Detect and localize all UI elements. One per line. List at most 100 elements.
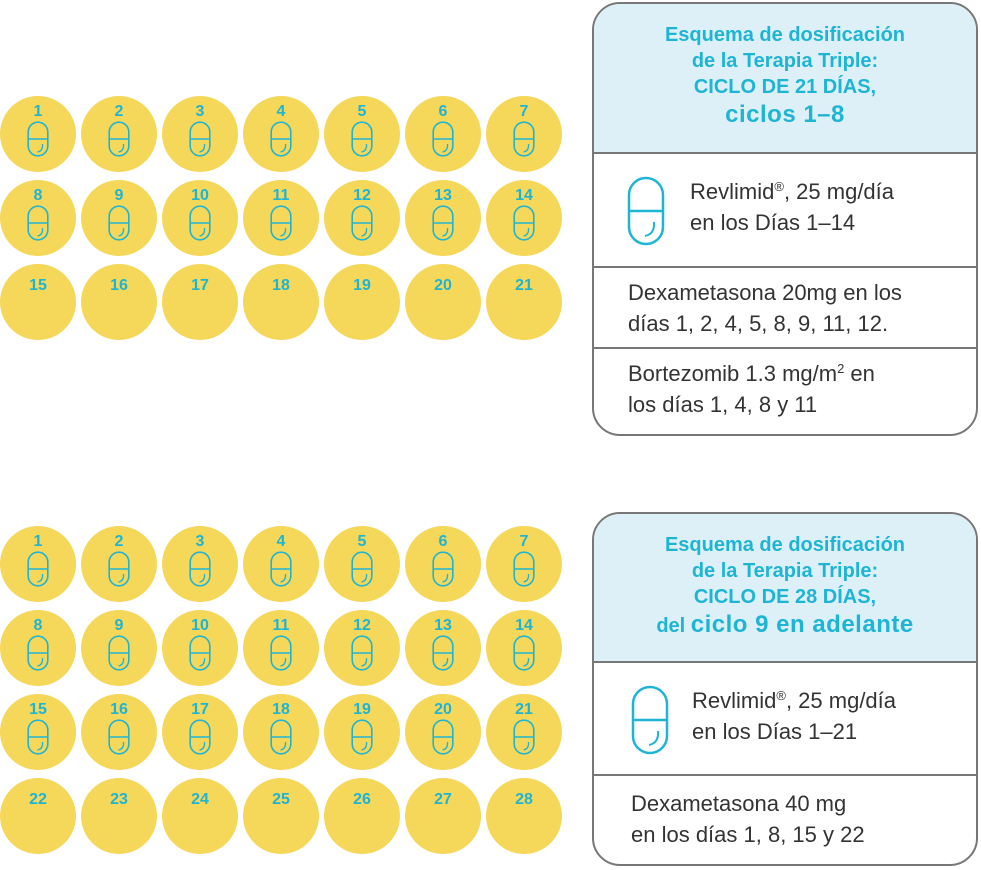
day-circle: 16 (81, 264, 157, 340)
day-circle: 19 (324, 264, 400, 340)
capsule-icon (108, 719, 130, 755)
panel-title-line3: CICLO DE 21 DÍAS, (693, 76, 877, 98)
day-circle: 7 (486, 526, 562, 602)
panel-title-line2: de la Terapia Triple: (691, 560, 879, 582)
day-circle: 15 (0, 694, 76, 770)
day-number: 14 (515, 617, 533, 634)
dexametasona-row: Dexametasona 40 mg en los días 1, 8, 15 … (594, 776, 976, 863)
panel-title-del: del (656, 615, 691, 637)
panel-title-line3: CICLO DE 28 DÍAS, (693, 586, 877, 608)
capsule-icon (189, 551, 211, 587)
capsule-icon (27, 719, 49, 755)
day-circle: 3 (162, 96, 238, 172)
day-number: 18 (272, 277, 290, 294)
capsule-icon (513, 205, 535, 241)
day-circle: 25 (243, 778, 319, 854)
day-number: 17 (191, 701, 209, 718)
panel-title-cycles: ciclos 1–8 (725, 101, 845, 128)
revlimid-dose: , 25 mg/día (785, 688, 897, 713)
revlimid-row: Revlimid®, 25 mg/día en los Días 1–21 (594, 663, 976, 776)
capsule-icon (108, 121, 130, 157)
dexametasona-text: Dexametasona 40 mg en los días 1, 8, 15 … (631, 788, 865, 850)
day-circle: 27 (405, 778, 481, 854)
day-number: 7 (519, 533, 529, 550)
bortezomib-line2: los días 1, 4, 8 y 11 (628, 392, 818, 417)
day-circle: 20 (405, 694, 481, 770)
day-number: 16 (110, 701, 128, 718)
day-circle: 12 (324, 610, 400, 686)
registered-mark: ® (776, 688, 786, 703)
day-number: 25 (272, 791, 290, 808)
bortezomib-row: Bortezomib 1.3 mg/m2 en los días 1, 4, 8… (594, 349, 976, 433)
panel-title-line1: Esquema de dosificación (664, 534, 906, 556)
revlimid-name: Revlimid (692, 688, 777, 713)
capsule-icon (432, 635, 454, 671)
capsule-icon (189, 635, 211, 671)
day-circle: 18 (243, 694, 319, 770)
capsule-icon (631, 685, 669, 755)
day-circle: 15 (0, 264, 76, 340)
panel-title-cycles: del ciclo 9 en adelante (594, 610, 976, 640)
revlimid-text: Revlimid®, 25 mg/día en los Días 1–21 (692, 685, 896, 747)
day-number: 24 (191, 791, 209, 808)
capsule-icon (627, 176, 665, 246)
registered-mark: ® (774, 179, 784, 194)
day-circle: 10 (162, 610, 238, 686)
day-number: 16 (110, 277, 128, 294)
capsule-icon (108, 205, 130, 241)
day-circle: 17 (162, 264, 238, 340)
revlimid-dose: , 25 mg/día (783, 179, 895, 204)
day-circle: 16 (81, 694, 157, 770)
day-circle: 11 (243, 180, 319, 256)
day-number: 5 (357, 533, 367, 550)
day-number: 2 (114, 533, 124, 550)
day-number: 2 (114, 103, 124, 120)
day-number: 11 (272, 187, 290, 204)
day-number: 13 (434, 187, 452, 204)
dexametasona-text: Dexametasona 20mg en los días 1, 2, 4, 5… (628, 277, 902, 339)
day-number: 12 (353, 617, 371, 634)
day-circle: 10 (162, 180, 238, 256)
day-number: 1 (33, 103, 43, 120)
day-number: 20 (434, 277, 452, 294)
capsule-icon (189, 205, 211, 241)
day-number: 6 (438, 533, 448, 550)
capsule-icon (432, 205, 454, 241)
day-circle: 21 (486, 264, 562, 340)
day-circle: 8 (0, 180, 76, 256)
day-circle: 17 (162, 694, 238, 770)
day-number: 15 (29, 701, 47, 718)
day-number: 19 (353, 277, 371, 294)
day-circle: 5 (324, 96, 400, 172)
day-number: 28 (515, 791, 533, 808)
capsule-icon (432, 719, 454, 755)
day-number: 9 (114, 187, 124, 204)
day-circle: 9 (81, 180, 157, 256)
capsule-icon (351, 205, 373, 241)
day-number: 10 (191, 187, 209, 204)
day-number: 19 (353, 701, 371, 718)
day-number: 23 (110, 791, 128, 808)
day-circle: 28 (486, 778, 562, 854)
day-number: 5 (357, 103, 367, 120)
day-number: 15 (29, 277, 47, 294)
day-circle: 11 (243, 610, 319, 686)
capsule-icon (189, 121, 211, 157)
day-circle: 2 (81, 526, 157, 602)
panel-title-line1: Esquema de dosificación (664, 24, 906, 46)
day-circle: 24 (162, 778, 238, 854)
capsule-icon (27, 635, 49, 671)
day-number: 17 (191, 277, 209, 294)
dexametasona-line1: Dexametasona 40 mg (631, 791, 847, 816)
dexametasona-line2: días 1, 2, 4, 5, 8, 9, 11, 12. (628, 311, 889, 336)
day-number: 4 (276, 533, 286, 550)
capsule-icon (351, 719, 373, 755)
capsule-icon (270, 551, 292, 587)
revlimid-row: Revlimid®, 25 mg/día en los Días 1–14 (594, 154, 976, 268)
day-circle: 9 (81, 610, 157, 686)
day-number: 6 (438, 103, 448, 120)
capsule-icon (108, 635, 130, 671)
day-circle: 4 (243, 526, 319, 602)
capsule-icon (108, 551, 130, 587)
capsule-icon (513, 635, 535, 671)
